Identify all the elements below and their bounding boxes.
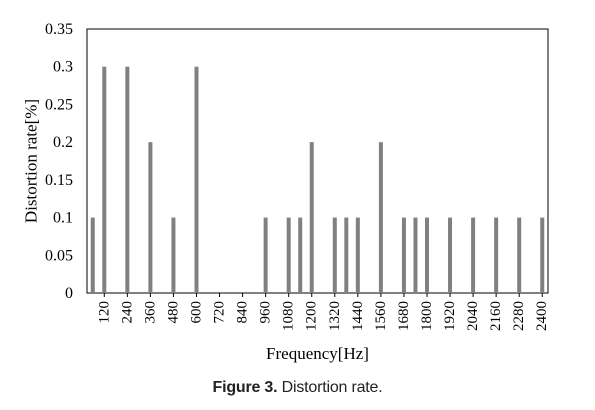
y-tick-label: 0.05 bbox=[45, 247, 73, 264]
distortion-rate-chart: 0 0.05 0.1 0.15 0.2 0.25 0.3 0.35 120 240 360 480 6… bbox=[22, 21, 551, 363]
x-tick-label: 2040 bbox=[465, 301, 481, 331]
bar bbox=[286, 217, 291, 293]
x-tick-label: 2400 bbox=[534, 301, 550, 331]
bar bbox=[424, 217, 429, 293]
x-tick-label: 2160 bbox=[488, 301, 504, 331]
x-tick-label: 1440 bbox=[350, 301, 366, 331]
bar bbox=[448, 217, 453, 293]
x-tick-label: 960 bbox=[258, 301, 274, 324]
y-tick-label: 0.1 bbox=[53, 210, 73, 227]
x-tick-label: 840 bbox=[235, 301, 251, 324]
y-axis-ticks: 0 0.05 0.1 0.15 0.2 0.25 0.3 0.35 bbox=[45, 21, 73, 302]
bar bbox=[471, 217, 476, 293]
x-tick-label: 1920 bbox=[442, 301, 458, 331]
x-tick-label: 600 bbox=[188, 301, 204, 324]
x-tick-label: 120 bbox=[96, 301, 112, 324]
y-tick-label: 0.15 bbox=[45, 172, 73, 189]
bar bbox=[171, 217, 176, 293]
bar bbox=[413, 217, 418, 293]
x-tick-label: 1200 bbox=[304, 301, 320, 331]
y-tick-label: 0 bbox=[65, 285, 73, 302]
bar bbox=[355, 217, 360, 293]
bar bbox=[378, 142, 383, 293]
bar bbox=[194, 66, 199, 294]
x-tick-label: 1320 bbox=[327, 301, 343, 331]
bar bbox=[102, 66, 107, 294]
bar bbox=[298, 217, 303, 293]
y-tick-label: 0.35 bbox=[45, 21, 73, 38]
bar bbox=[401, 217, 406, 293]
figure-caption: Figure 3. Distortion rate. bbox=[0, 379, 595, 397]
bar bbox=[332, 217, 337, 293]
x-tick-label: 1800 bbox=[419, 301, 435, 331]
bar bbox=[344, 217, 349, 293]
x-axis-label: Frequency[Hz] bbox=[266, 344, 369, 363]
bar bbox=[148, 142, 153, 293]
bar bbox=[125, 66, 130, 294]
y-tick-label: 0.25 bbox=[45, 96, 73, 113]
x-tick-label: 1560 bbox=[373, 301, 389, 331]
y-axis-label: Distortion rate[%] bbox=[22, 99, 41, 223]
x-tick-label: 240 bbox=[119, 301, 135, 324]
bar bbox=[263, 217, 268, 293]
x-axis-ticks: 120 240 360 480 600 720 840 960 1080 1200 1320 1440… bbox=[96, 293, 550, 331]
bar bbox=[494, 217, 499, 293]
y-tick-label: 0.2 bbox=[53, 134, 73, 151]
bar bbox=[309, 142, 314, 293]
plot-area bbox=[86, 28, 549, 294]
x-tick-label: 480 bbox=[165, 301, 181, 324]
x-tick-label: 360 bbox=[142, 301, 158, 324]
bar bbox=[517, 217, 522, 293]
x-tick-label: 1680 bbox=[396, 301, 412, 331]
figure-number: Figure 3. bbox=[212, 379, 278, 396]
x-tick-label: 2280 bbox=[511, 301, 527, 331]
bar bbox=[540, 217, 545, 293]
bar bbox=[90, 217, 95, 293]
x-tick-label: 720 bbox=[212, 301, 228, 324]
x-tick-label: 1080 bbox=[281, 301, 297, 331]
figure-title: Distortion rate. bbox=[281, 379, 383, 396]
y-tick-label: 0.3 bbox=[53, 59, 73, 76]
bars bbox=[90, 66, 545, 294]
